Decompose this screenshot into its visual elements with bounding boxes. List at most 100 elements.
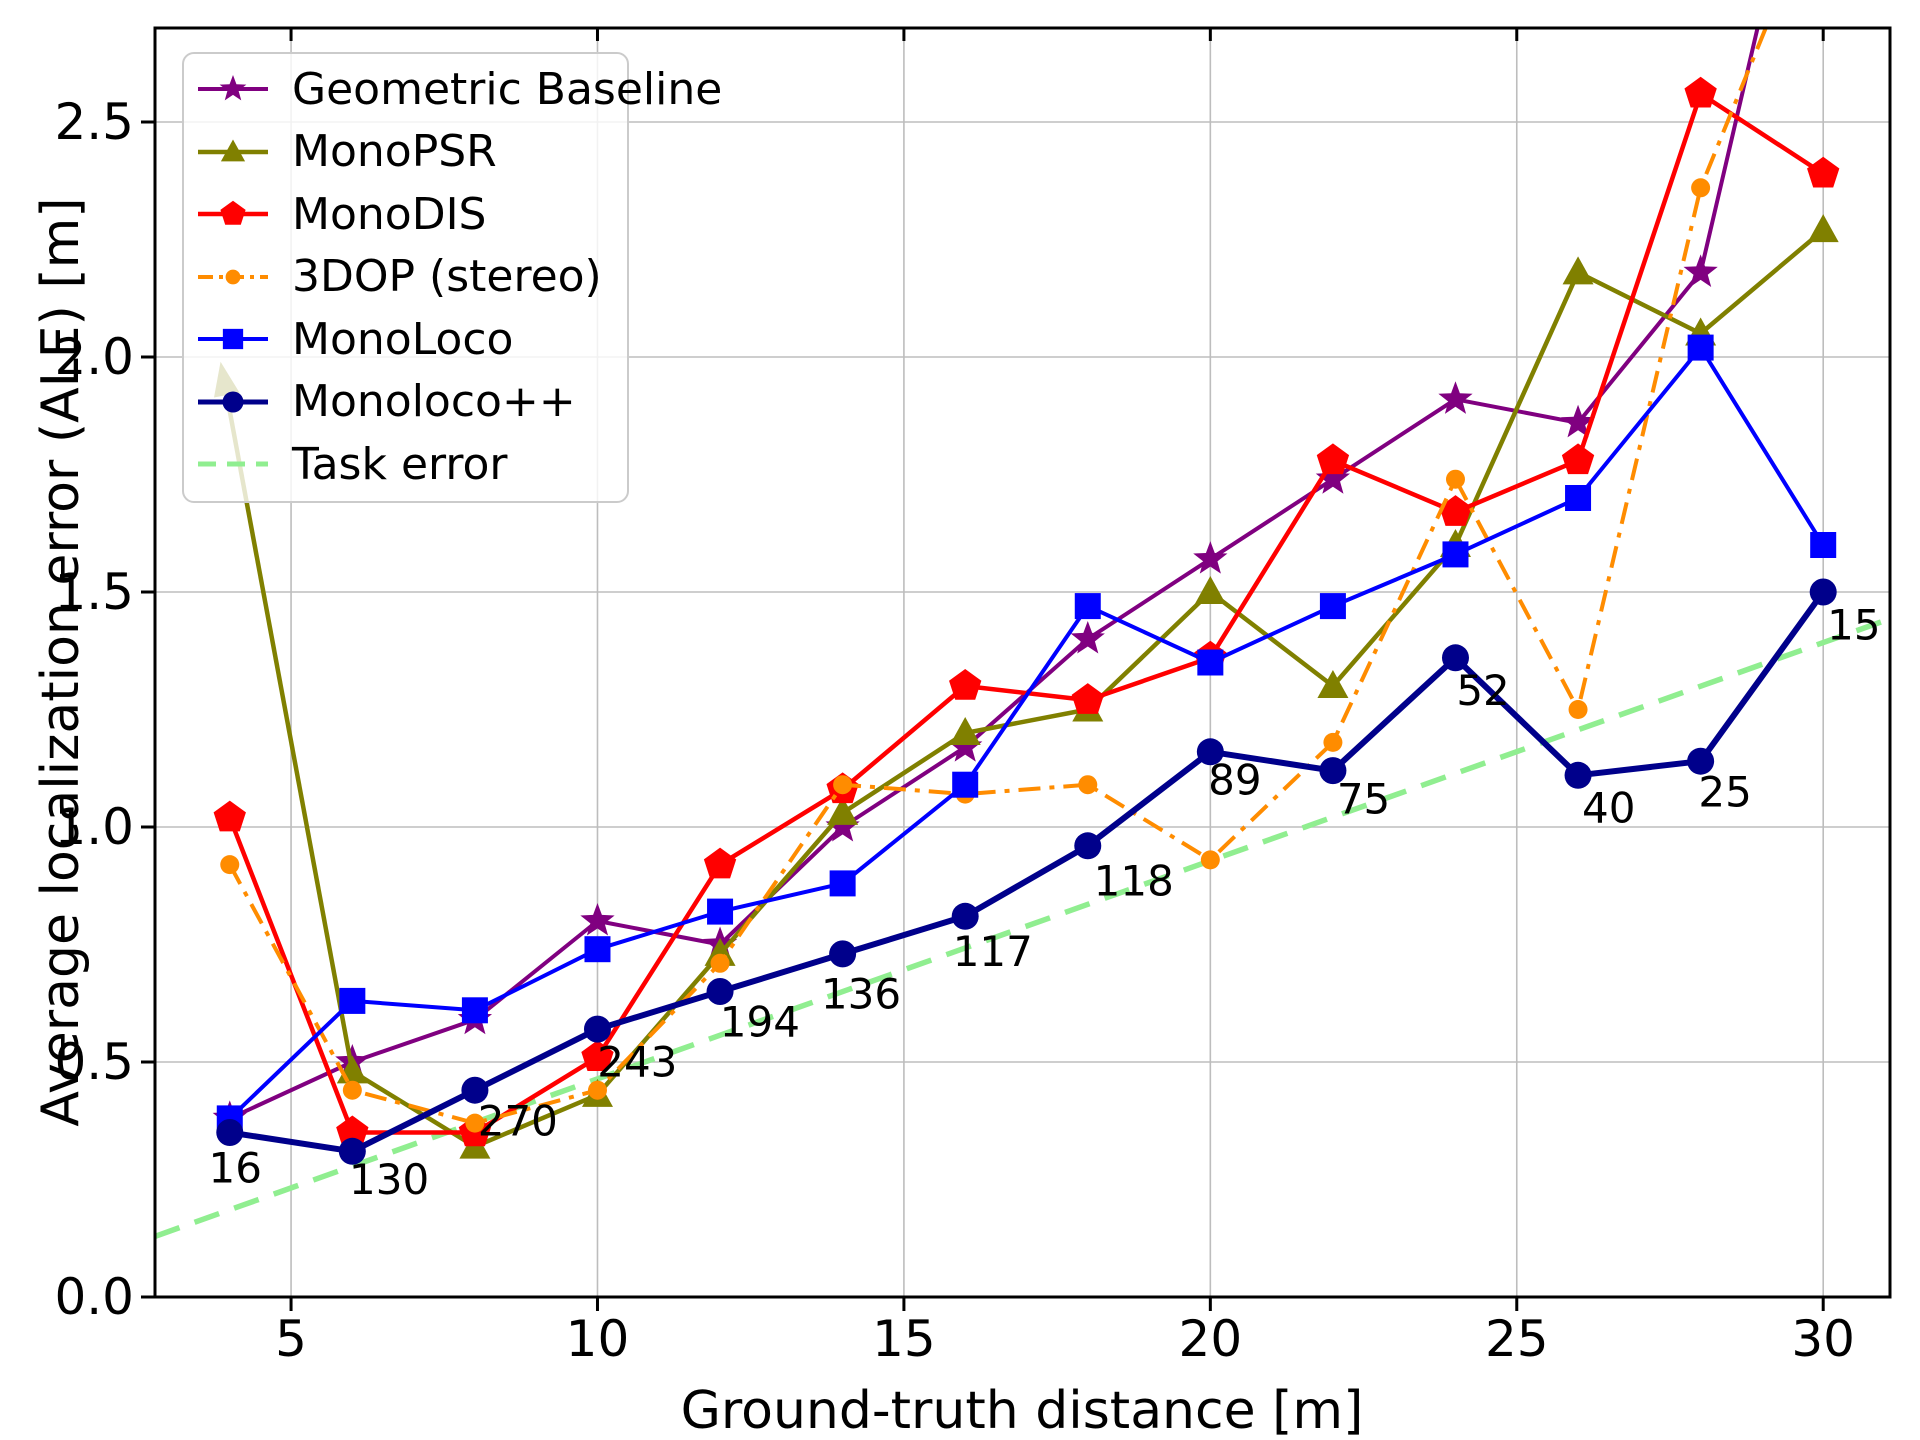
monopsr-marker [1317, 670, 1349, 698]
monoloco-marker [339, 987, 366, 1014]
legend-label-threedop_stereo: 3DOP (stereo) [292, 251, 602, 303]
threedop_stereo-marker [710, 953, 730, 973]
monodis-marker [1071, 683, 1104, 714]
tick-layer: 5 10 15 20 25 30 0.0 0.5 1.0 1.5 2.0 2.5 [54, 28, 1855, 1368]
series-line-monoloco [228, 345, 1825, 1120]
legend-item-threedop_stereo: 3DOP (stereo) [184, 246, 627, 309]
monoloco-marker [461, 997, 488, 1024]
threedop_stereo-marker [1200, 850, 1220, 870]
count-annotation: 15 [1827, 600, 1880, 649]
legend-item-monoloco: MonoLoco [184, 308, 627, 371]
monoloco_pp-marker [583, 1015, 611, 1043]
legend-sample-marker [220, 139, 246, 162]
monopsr-marker [1562, 256, 1594, 285]
legend-label-monoloco_pp: Monoloco++ [292, 376, 576, 428]
y-tick-label: 1.5 [54, 563, 134, 621]
legend-sample-monoloco_pp-icon [198, 391, 268, 413]
legend-label-task_error: Task error [292, 438, 508, 490]
monodis-marker [1561, 443, 1595, 475]
count-annotation: 118 [1094, 857, 1174, 906]
legend-label-monodis: MonoDIS [292, 188, 487, 240]
monoloco-marker [1687, 334, 1714, 361]
threedop_stereo-marker [1691, 178, 1711, 198]
plot-border [153, 26, 1892, 1299]
monodis-marker [1684, 76, 1717, 108]
monopsr-marker [1807, 214, 1839, 243]
geometric_baseline-marker [1315, 461, 1351, 494]
threedop_stereo-marker [342, 1080, 362, 1100]
threedop_stereo-marker [220, 855, 240, 875]
threedop_stereo-marker [1568, 700, 1588, 719]
monoloco-marker [1074, 593, 1101, 620]
series-layer [155, 28, 1890, 1239]
y-tick-label: 2.5 [54, 93, 134, 151]
legend-sample-threedop_stereo-icon [198, 269, 268, 285]
monodis-marker [949, 669, 982, 700]
series-line-threedop_stereo [228, 28, 1768, 1126]
legend-item-geometric_baseline: Geometric Baseline [184, 58, 722, 121]
threedop_stereo-marker [833, 775, 853, 795]
x-tick-label: 25 [1485, 1310, 1549, 1368]
offscale-arrow-shaft [224, 394, 355, 1072]
count-annotation: 136 [821, 969, 901, 1018]
threedop_stereo-marker [1323, 732, 1343, 752]
geometric_baseline-marker [1560, 404, 1596, 438]
monoloco_pp-marker [1687, 747, 1715, 775]
count-annotation: 75 [1337, 774, 1390, 823]
x-tick-label: 10 [566, 1310, 630, 1368]
geometric_baseline-marker [1438, 381, 1473, 414]
geometric_baseline-marker [825, 809, 860, 842]
monopsr-marker [827, 796, 859, 825]
legend-item-task_error: Task error [184, 433, 627, 496]
count-annotation: 89 [1208, 756, 1261, 805]
y-axis-label: Average localization error (ALE) [m] [31, 197, 91, 1126]
geometric_baseline-marker [948, 729, 983, 762]
monoloco_pp-marker [338, 1137, 366, 1165]
count-annotation: 130 [349, 1155, 429, 1204]
threedop_stereo-marker [1078, 775, 1098, 795]
legend-item-monodis: MonoDIS [184, 183, 627, 246]
monoloco_pp-marker [706, 978, 734, 1005]
monodis-marker [703, 847, 737, 879]
y-tick-label: 1.0 [54, 798, 134, 856]
y-tick-label: 0.5 [54, 1033, 134, 1091]
legend-sample-marker [219, 75, 247, 101]
series-monoloco [216, 334, 1837, 1132]
legend-sample-marker [225, 269, 241, 285]
monoloco-marker [707, 898, 734, 925]
geometric_baseline-marker [580, 903, 615, 936]
legend-label-monopsr: MonoPSR [292, 126, 497, 178]
legend-sample-monodis-icon [198, 200, 268, 225]
legend-sample-marker [222, 391, 244, 413]
monodis-marker [1807, 156, 1840, 188]
count-annotation: 40 [1582, 784, 1635, 833]
count-annotation: 16 [209, 1143, 262, 1192]
legend-sample-monopsr-icon [198, 139, 268, 162]
legend-sample-monoloco-icon [198, 329, 268, 350]
monoloco-marker [952, 771, 979, 798]
monoloco-marker [1197, 649, 1224, 676]
monoloco-marker [1319, 593, 1346, 620]
monoloco_pp-marker [216, 1119, 244, 1146]
legend-label-monoloco: MonoLoco [292, 313, 514, 365]
geometric_baseline-marker [1683, 254, 1718, 287]
count-annotation: 117 [953, 927, 1033, 976]
monopsr-marker [1194, 576, 1226, 604]
monoloco-marker [1565, 485, 1592, 511]
y-tick-label: 0.0 [54, 1268, 134, 1326]
monoloco-marker [584, 936, 611, 963]
monoloco_pp-marker [1074, 832, 1102, 860]
x-tick-label: 15 [872, 1310, 936, 1368]
legend-item-monoloco_pp: Monoloco++ [184, 371, 627, 434]
series-monoloco_pp [216, 578, 1837, 1165]
monoloco-marker [1810, 532, 1837, 558]
legend-sample-task_error-icon [198, 461, 268, 467]
count-annotation: 52 [1456, 666, 1509, 715]
monoloco_pp-marker [1319, 757, 1347, 785]
monoloco-marker [1442, 541, 1469, 568]
count-annotation: 243 [597, 1038, 677, 1087]
legend-sample-marker [220, 200, 246, 225]
legend-item-monopsr: MonoPSR [184, 121, 627, 184]
legend-sample-marker [222, 329, 244, 350]
